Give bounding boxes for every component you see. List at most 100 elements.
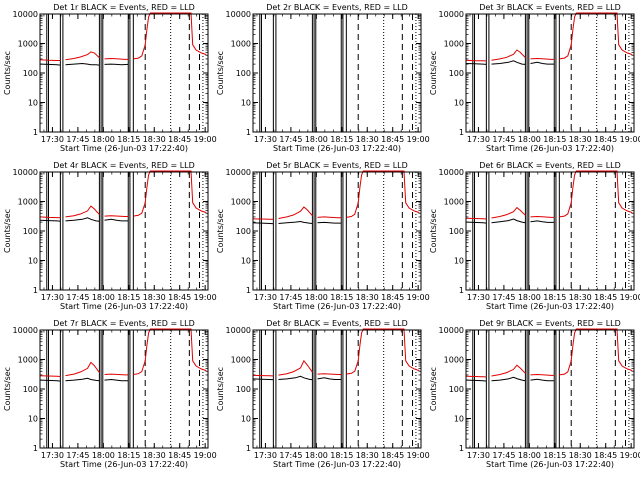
y-tick-label: 1 xyxy=(33,444,38,453)
series-lld xyxy=(465,170,633,220)
plot-frame xyxy=(252,13,422,133)
y-tick-label: 100 xyxy=(23,385,38,394)
x-axis-label: Start Time (26-Jun-03 17:22:40) xyxy=(486,460,614,469)
x-axis-label: Start Time (26-Jun-03 17:22:40) xyxy=(486,144,614,153)
x-tick-label: 17:30 xyxy=(254,451,277,460)
x-tick-label: 17:30 xyxy=(254,293,277,302)
x-axis-label: Start Time (26-Jun-03 17:22:40) xyxy=(60,460,188,469)
x-tick-label: 18:30 xyxy=(569,293,592,302)
x-tick-label: 18:45 xyxy=(594,135,617,144)
x-tick-label: 17:30 xyxy=(467,451,490,460)
y-axis-label: Counts/sec xyxy=(216,51,225,95)
y-tick-label: 1 xyxy=(246,444,251,453)
x-tick-label: 18:45 xyxy=(168,293,191,302)
panel-title: Det 4r BLACK = Events, RED = LLD xyxy=(53,161,195,170)
x-tick-label: 18:15 xyxy=(330,293,353,302)
y-tick-label: 10000 xyxy=(226,168,251,177)
y-tick-label: 100 xyxy=(236,227,251,236)
panel-1: Det 1r BLACK = Events, RED = LLD Counts/s… xyxy=(3,3,217,153)
x-tick-label: 18:00 xyxy=(305,451,328,460)
y-tick-label: 10 xyxy=(454,257,464,266)
x-tick-label: 19:00 xyxy=(407,293,430,302)
y-axis-label: Counts/sec xyxy=(216,367,225,411)
x-tick-label: 17:45 xyxy=(279,451,302,460)
x-axis-label: Start Time (26-Jun-03 17:22:40) xyxy=(273,460,401,469)
panel-5: Det 5r BLACK = Events, RED = LLD Counts/s… xyxy=(216,161,430,311)
series-events xyxy=(465,218,555,224)
x-tick-label: 19:00 xyxy=(620,135,640,144)
x-tick-label: 17:30 xyxy=(41,135,64,144)
y-tick-label: 100 xyxy=(236,385,251,394)
panel-2: Det 2r BLACK = Events, RED = LLD Counts/s… xyxy=(216,3,430,153)
panel-7: Det 7r BLACK = Events, RED = LLD Counts/s… xyxy=(3,319,217,469)
y-tick-label: 10 xyxy=(241,257,251,266)
plot-frame xyxy=(39,329,209,449)
x-tick-label: 18:30 xyxy=(569,451,592,460)
x-tick-label: 17:30 xyxy=(467,135,490,144)
series-events xyxy=(465,376,555,382)
series-lld xyxy=(39,170,207,219)
series-events xyxy=(39,217,129,222)
y-tick-label: 1000 xyxy=(18,356,38,365)
y-tick-label: 10 xyxy=(454,99,464,108)
x-tick-label: 17:45 xyxy=(492,293,515,302)
x-axis-label: Start Time (26-Jun-03 17:22:40) xyxy=(273,144,401,153)
y-axis-label: Counts/sec xyxy=(3,367,12,411)
y-tick-label: 10 xyxy=(28,415,38,424)
x-tick-label: 18:00 xyxy=(518,135,541,144)
x-tick-label: 17:45 xyxy=(66,451,89,460)
y-tick-label: 100 xyxy=(236,69,251,78)
x-tick-label: 18:15 xyxy=(543,135,566,144)
x-tick-label: 17:30 xyxy=(467,293,490,302)
y-tick-label: 1 xyxy=(459,286,464,295)
plot-frame xyxy=(39,13,209,133)
plot-frame xyxy=(252,329,422,449)
y-tick-label: 1000 xyxy=(444,198,464,207)
x-tick-label: 18:15 xyxy=(330,451,353,460)
y-tick-label: 10 xyxy=(241,99,251,108)
y-tick-label: 1000 xyxy=(18,40,38,49)
series-lld xyxy=(465,12,633,62)
y-tick-label: 1000 xyxy=(231,356,251,365)
y-tick-label: 1 xyxy=(33,128,38,137)
series-events xyxy=(39,62,129,66)
x-tick-label: 18:45 xyxy=(594,293,617,302)
x-tick-label: 19:00 xyxy=(620,293,640,302)
y-tick-label: 10000 xyxy=(13,326,38,335)
x-tick-label: 18:00 xyxy=(305,135,328,144)
y-axis-label: Counts/sec xyxy=(3,51,12,95)
x-tick-label: 18:00 xyxy=(92,135,115,144)
y-tick-label: 1 xyxy=(246,286,251,295)
plot-frame xyxy=(252,171,422,291)
y-tick-label: 10 xyxy=(28,257,38,266)
x-tick-label: 18:45 xyxy=(381,135,404,144)
x-tick-label: 18:30 xyxy=(356,451,379,460)
x-axis-label: Start Time (26-Jun-03 17:22:40) xyxy=(486,302,614,311)
plot-frame xyxy=(39,171,209,291)
y-tick-label: 10000 xyxy=(13,168,38,177)
x-tick-label: 19:00 xyxy=(620,451,640,460)
x-tick-label: 19:00 xyxy=(407,451,430,460)
y-axis-label: Counts/sec xyxy=(3,209,12,253)
y-axis-label: Counts/sec xyxy=(429,367,438,411)
x-tick-label: 18:00 xyxy=(518,293,541,302)
x-tick-label: 18:00 xyxy=(518,451,541,460)
y-tick-label: 10000 xyxy=(226,326,251,335)
x-tick-label: 18:30 xyxy=(356,135,379,144)
panel-3: Det 3r BLACK = Events, RED = LLD Counts/s… xyxy=(429,3,640,153)
x-tick-label: 18:45 xyxy=(168,451,191,460)
x-tick-label: 17:30 xyxy=(41,293,64,302)
panel-title: Det 6r BLACK = Events, RED = LLD xyxy=(479,161,621,170)
y-axis-label: Counts/sec xyxy=(429,209,438,253)
y-tick-label: 100 xyxy=(449,227,464,236)
x-tick-label: 18:15 xyxy=(117,293,140,302)
x-axis-label: Start Time (26-Jun-03 17:22:40) xyxy=(60,302,188,311)
panel-4: Det 4r BLACK = Events, RED = LLD Counts/s… xyxy=(3,161,217,311)
x-tick-label: 18:30 xyxy=(356,293,379,302)
series-lld xyxy=(465,328,633,378)
y-tick-label: 10 xyxy=(241,415,251,424)
x-tick-label: 19:00 xyxy=(407,135,430,144)
y-tick-label: 10000 xyxy=(439,10,464,19)
x-tick-label: 17:45 xyxy=(66,293,89,302)
